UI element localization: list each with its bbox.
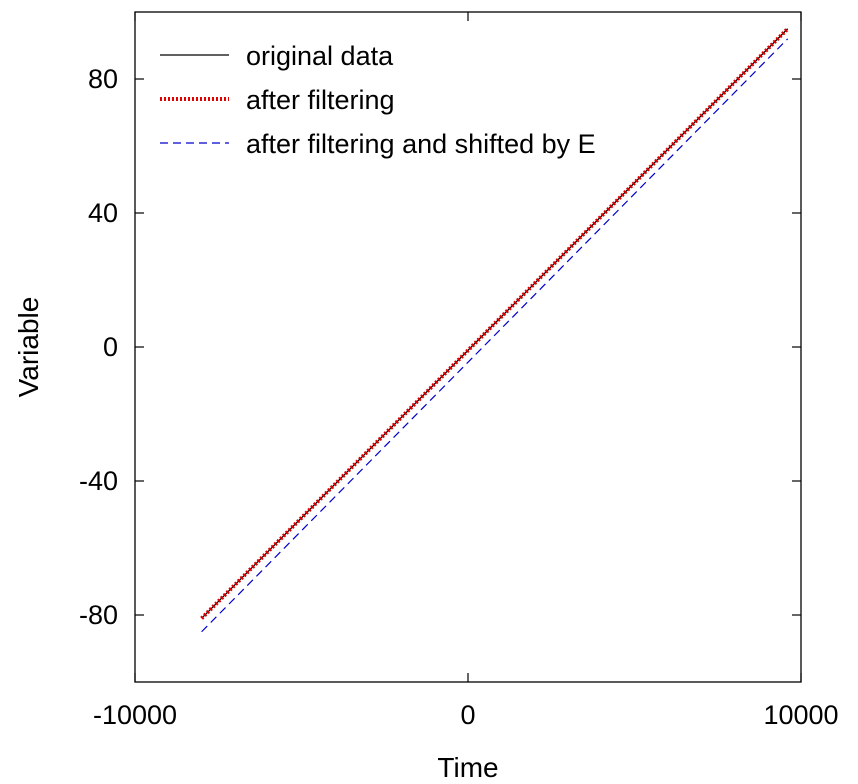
y-tick-label: -40 [79, 466, 118, 496]
series-layer [200, 27, 790, 633]
series-line-1 [200, 27, 790, 620]
legend-label-2: after filtering and shifted by E [246, 129, 596, 159]
legend-label-1: after filtering [246, 85, 395, 115]
y-tick-label: 40 [88, 198, 118, 228]
x-axis-title: Time [437, 752, 498, 783]
legend: original data after filtering after filter… [160, 41, 596, 159]
x-tick-label: 10000 [763, 700, 838, 730]
plot-frame [134, 11, 802, 683]
y-axis-title: Variable [13, 297, 44, 398]
y-axis-ticks: -80 -40 0 40 80 [79, 64, 801, 630]
y-tick-label: 80 [88, 64, 118, 94]
series-line-2 [201, 38, 789, 633]
legend-label-0: original data [246, 41, 394, 71]
x-tick-label: -10000 [93, 700, 177, 730]
y-tick-label: 0 [103, 332, 118, 362]
x-axis-ticks: -10000 0 10000 [93, 12, 839, 730]
x-tick-label: 0 [460, 700, 475, 730]
y-tick-label: -80 [79, 600, 118, 630]
